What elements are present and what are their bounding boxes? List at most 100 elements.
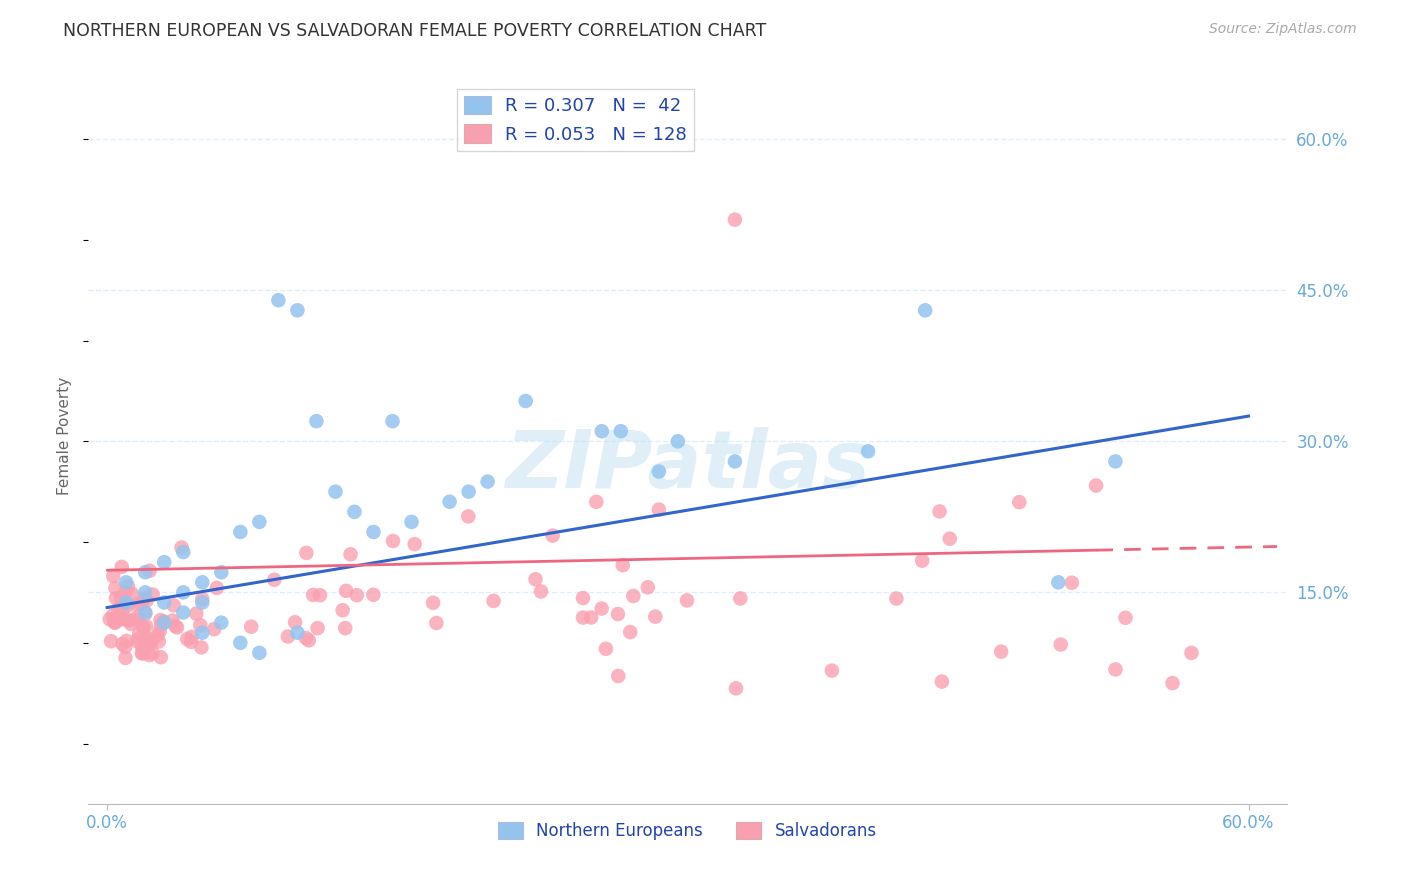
Point xyxy=(439,494,461,508)
Point xyxy=(117,579,139,593)
Point xyxy=(172,606,194,620)
Point xyxy=(305,414,328,428)
Point xyxy=(648,465,671,479)
Point xyxy=(676,593,699,607)
Point xyxy=(141,636,163,650)
Point xyxy=(131,598,153,612)
Point xyxy=(115,575,138,590)
Point xyxy=(1049,638,1071,652)
Point xyxy=(191,625,214,640)
Text: ZIPatlas: ZIPatlas xyxy=(505,426,870,505)
Point xyxy=(105,609,128,624)
Point xyxy=(541,528,564,542)
Point xyxy=(401,515,423,529)
Point xyxy=(138,632,160,647)
Point xyxy=(141,646,163,660)
Point xyxy=(1161,676,1184,690)
Point xyxy=(104,591,127,606)
Point xyxy=(381,414,404,428)
Point xyxy=(132,621,155,635)
Point xyxy=(191,575,214,590)
Point xyxy=(307,621,329,635)
Point xyxy=(1047,575,1070,590)
Point xyxy=(176,632,198,646)
Point xyxy=(572,610,595,624)
Point xyxy=(111,602,134,616)
Point xyxy=(363,524,385,539)
Point xyxy=(335,621,357,635)
Point xyxy=(644,609,666,624)
Point xyxy=(284,615,307,630)
Point xyxy=(309,588,332,602)
Point xyxy=(138,635,160,649)
Point xyxy=(287,303,309,318)
Point xyxy=(606,607,628,621)
Point xyxy=(343,505,366,519)
Point xyxy=(730,591,752,606)
Point xyxy=(619,625,641,640)
Point xyxy=(856,444,879,458)
Point xyxy=(298,633,321,648)
Point xyxy=(277,630,299,644)
Point xyxy=(131,641,153,656)
Point xyxy=(229,636,252,650)
Point xyxy=(110,591,132,605)
Point xyxy=(990,645,1012,659)
Point xyxy=(591,601,613,615)
Point xyxy=(911,554,934,568)
Point xyxy=(621,589,644,603)
Point xyxy=(153,555,176,569)
Point xyxy=(104,615,127,630)
Point xyxy=(132,619,155,633)
Point xyxy=(115,612,138,626)
Point xyxy=(163,599,186,613)
Point xyxy=(118,614,141,628)
Point xyxy=(202,622,225,636)
Point xyxy=(339,547,361,561)
Point xyxy=(325,484,347,499)
Point xyxy=(404,537,426,551)
Point xyxy=(425,615,447,630)
Point xyxy=(127,613,149,627)
Point xyxy=(191,595,214,609)
Point xyxy=(477,475,499,489)
Point xyxy=(114,651,136,665)
Point xyxy=(135,619,157,633)
Point xyxy=(101,608,124,623)
Point xyxy=(149,650,172,665)
Point xyxy=(928,504,950,518)
Point xyxy=(103,615,125,629)
Point xyxy=(120,617,142,632)
Point xyxy=(180,635,202,649)
Point xyxy=(114,640,136,654)
Point xyxy=(422,596,444,610)
Y-axis label: Female Poverty: Female Poverty xyxy=(58,377,72,495)
Point xyxy=(579,610,602,624)
Point xyxy=(142,588,165,602)
Point xyxy=(515,394,537,409)
Point xyxy=(724,212,747,227)
Point xyxy=(1180,646,1202,660)
Point xyxy=(134,585,156,599)
Point xyxy=(648,502,671,516)
Point xyxy=(267,293,290,308)
Point xyxy=(209,615,232,630)
Point xyxy=(172,545,194,559)
Point xyxy=(363,588,385,602)
Legend: R = 0.307   N =  42, R = 0.053   N = 128: R = 0.307 N = 42, R = 0.053 N = 128 xyxy=(457,88,695,151)
Point xyxy=(524,572,547,586)
Point xyxy=(138,564,160,578)
Point xyxy=(247,646,270,660)
Point xyxy=(121,587,143,601)
Point xyxy=(131,646,153,660)
Point xyxy=(114,585,136,599)
Point xyxy=(111,560,134,574)
Point xyxy=(610,424,633,438)
Point xyxy=(153,615,176,630)
Point xyxy=(150,617,173,632)
Point xyxy=(295,546,318,560)
Point xyxy=(170,541,193,555)
Point xyxy=(135,593,157,607)
Point xyxy=(205,581,228,595)
Point xyxy=(146,628,169,642)
